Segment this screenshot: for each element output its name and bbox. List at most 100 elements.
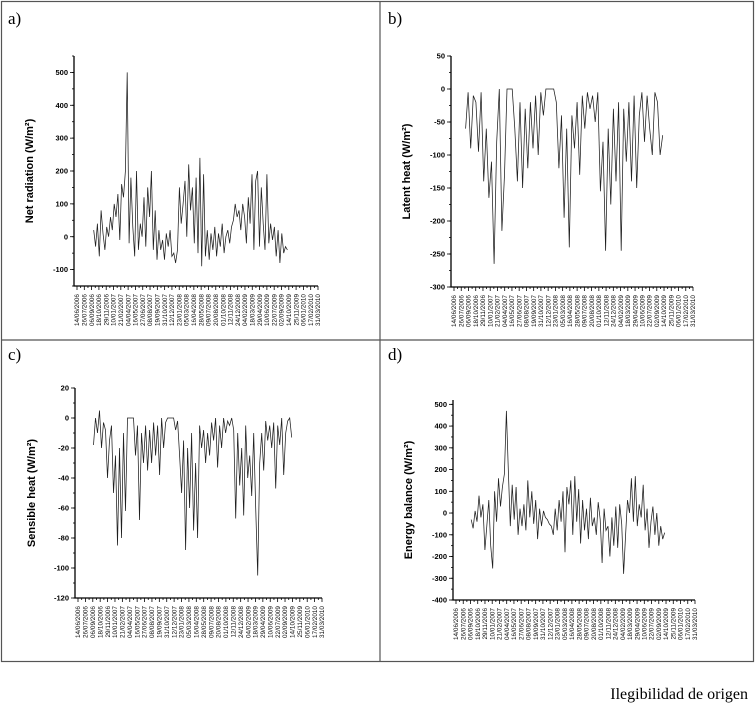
chart-energy-balance: -400 -300 -200 -100 0 100 200 300 400 500 14/06/20… — [403, 400, 699, 640]
x-tick-label: 08/08/2007 — [149, 606, 156, 638]
x-tick-label: 06/09/2006 — [90, 606, 97, 638]
x-tick-label: 27/06/2007 — [140, 294, 147, 326]
y-tick-label: 300 — [434, 443, 447, 452]
chart-net-radiation: -100 0 100 200 300 400 500 14/06/2006 26/07/2006… — [24, 55, 322, 326]
x-tick-label: 16/05/2007 — [133, 294, 140, 326]
y-axis-label: Energy balance (W/m²) — [403, 440, 415, 559]
x-tick-label: 02/09/2009 — [654, 295, 661, 327]
x-tick-label: 31/03/2010 — [690, 295, 697, 327]
x-tick-label: 18/10/2006 — [96, 294, 103, 326]
x-tick-label: 02/09/2009 — [282, 606, 289, 638]
axes — [73, 56, 318, 287]
x-tick-label: 31/03/2010 — [315, 294, 322, 326]
x-tick-label: 04/04/2007 — [504, 608, 511, 640]
x-tick-label: 18/10/2006 — [473, 295, 480, 327]
x-tick-label: 25/11/2009 — [293, 294, 300, 326]
x-tick-label: 14/10/2009 — [661, 295, 668, 327]
x-tick-label: 23/01/2008 — [553, 295, 560, 327]
x-tick-label: 06/09/2006 — [89, 294, 96, 326]
figure-frame — [0, 0, 755, 663]
x-tick-label: 27/06/2007 — [518, 608, 525, 640]
x-tick-label: 04/04/2007 — [125, 294, 132, 326]
x-tick-label: 05/03/2008 — [562, 608, 569, 640]
panel-label-a: a) — [8, 9, 21, 28]
x-tick-label: 08/08/2007 — [526, 608, 533, 640]
x-tick-label: 02/09/2009 — [656, 608, 663, 640]
x-tick-label: 28/05/2008 — [574, 295, 581, 327]
y-tick-label: -100 — [54, 564, 69, 573]
data-series-line — [93, 72, 288, 267]
caption: Ilegibilidad de origen — [610, 686, 748, 703]
x-tick-label: 12/11/2008 — [230, 606, 237, 638]
x-tick-label: 18/03/2009 — [253, 606, 260, 638]
x-tick-label: 12/12/2007 — [545, 295, 552, 327]
x-tick-label: 27/06/2007 — [142, 606, 149, 638]
x-tick-label: 05/03/2008 — [186, 606, 193, 638]
x-tick-label: 16/04/2008 — [569, 608, 576, 640]
y-tick-label: -40 — [58, 474, 69, 483]
x-tick-label: 19/09/2007 — [531, 295, 538, 327]
x-tick-label: 10/01/2007 — [487, 295, 494, 327]
x-tick-label: 21/02/2007 — [120, 606, 127, 638]
y-tick-label: -400 — [432, 596, 447, 605]
x-tick-label: 06/01/2010 — [678, 608, 685, 640]
x-tick-label: 16/04/2008 — [194, 606, 201, 638]
x-tick-label: 22/07/2009 — [271, 294, 278, 326]
x-tick-label: 31/10/2007 — [162, 294, 169, 326]
x-tick-label: 31/10/2007 — [164, 606, 171, 638]
x-tick-label: 23/01/2008 — [555, 608, 562, 640]
y-tick-label: 100 — [434, 487, 447, 496]
x-tick-label: 18/03/2009 — [625, 295, 632, 327]
x-tick-label: 20/08/2008 — [591, 608, 598, 640]
x-tick-label: 09/07/2008 — [584, 608, 591, 640]
y-tick-label: -50 — [434, 118, 445, 127]
x-tick-label: 12/11/2008 — [605, 608, 612, 640]
x-tick-label: 06/09/2006 — [468, 608, 475, 640]
y-tick-label: -100 — [430, 151, 445, 160]
y-tick-label: -20 — [58, 444, 69, 453]
x-tick-label: 22/07/2009 — [647, 295, 654, 327]
chart-sensible-heat: -120 -100 -80 -60 -40 -20 0 20 14/06/2006 26/07/2… — [26, 384, 326, 638]
x-tick-label: 26/07/2006 — [82, 294, 89, 326]
x-tick-label: 10/06/2009 — [642, 608, 649, 640]
x-tick-label: 10/01/2007 — [489, 608, 496, 640]
x-tick-label: 24/12/2008 — [611, 295, 618, 327]
y-tick-label: -300 — [432, 574, 447, 583]
x-tick-label: 20/08/2008 — [213, 294, 220, 326]
y-tick-label: -200 — [430, 217, 445, 226]
x-tick-label: 14/06/2006 — [74, 294, 81, 326]
x-tick-label: 26/07/2006 — [460, 608, 467, 640]
x-tick-label: 23/01/2008 — [179, 606, 186, 638]
x-tick-label: 10/01/2007 — [111, 294, 118, 326]
x-tick-label: 09/07/2008 — [208, 606, 215, 638]
x-tick-label: 17/02/2010 — [683, 295, 690, 327]
x-tick-label: 28/05/2008 — [201, 606, 208, 638]
x-tick-label: 29/11/2006 — [105, 606, 112, 638]
y-tick-label: -100 — [53, 265, 68, 274]
x-tick-label: 06/01/2010 — [676, 295, 683, 327]
x-tick-label: 09/07/2008 — [206, 294, 213, 326]
y-tick-label: 200 — [434, 465, 447, 474]
x-tick-label: 24/12/2008 — [238, 606, 245, 638]
x-tick-label: 22/07/2009 — [649, 608, 656, 640]
x-tick-label: 14/10/2009 — [663, 608, 670, 640]
x-tick-label: 01/10/2008 — [220, 294, 227, 326]
x-tick-label: 14/06/2006 — [451, 295, 458, 327]
x-tick-label: 09/07/2008 — [582, 295, 589, 327]
data-series-line — [470, 410, 666, 574]
x-tick-label: 28/05/2008 — [198, 294, 205, 326]
x-tick-label: 19/09/2007 — [533, 608, 540, 640]
y-tick-label: -150 — [430, 184, 445, 193]
x-tick-label: 17/02/2010 — [308, 294, 315, 326]
x-tick-label: 25/11/2009 — [670, 608, 677, 640]
panel-label-b: b) — [388, 9, 402, 28]
y-axis-label: Latent heat (W/m²) — [401, 123, 413, 219]
x-tick-label: 29/04/2009 — [634, 608, 641, 640]
x-tick-label: 31/10/2007 — [538, 295, 545, 327]
y-tick-label: 100 — [55, 199, 68, 208]
axes — [450, 56, 693, 288]
x-tick-label: 16/04/2008 — [191, 294, 198, 326]
x-tick-label: 04/02/2009 — [618, 295, 625, 327]
x-tick-label: 21/02/2007 — [118, 294, 125, 326]
